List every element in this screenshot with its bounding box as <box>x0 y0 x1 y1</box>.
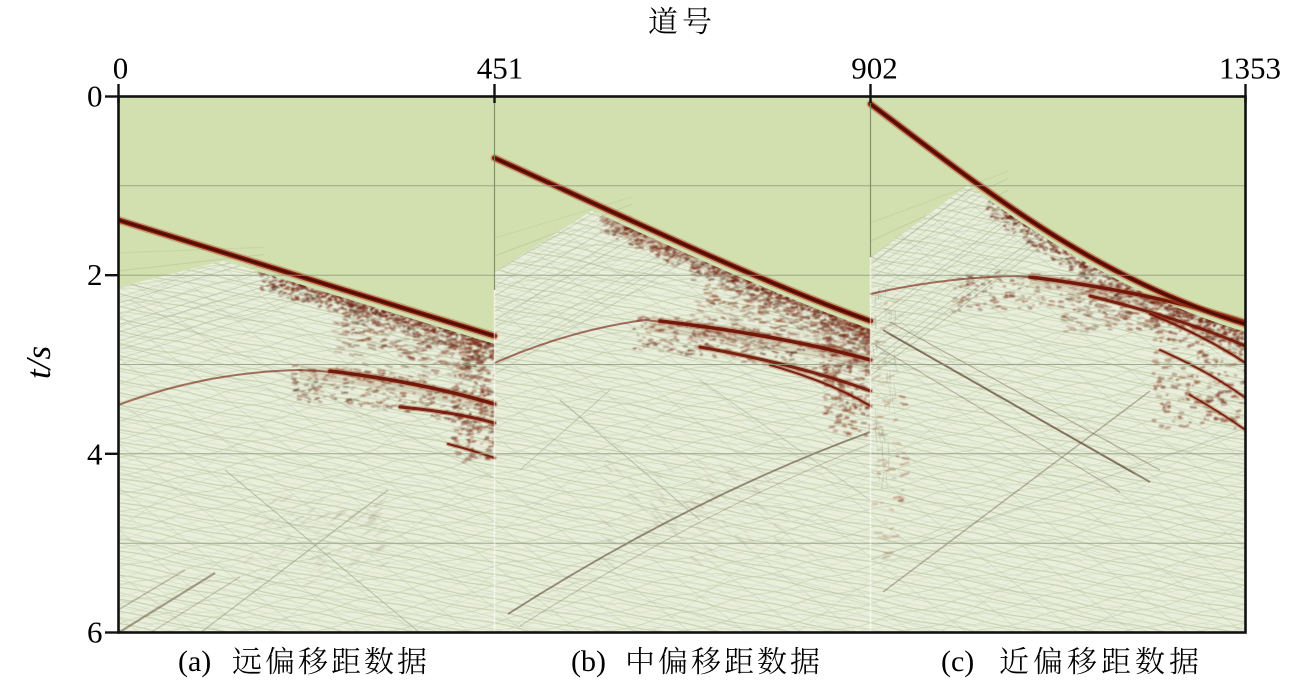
svg-text:(a): (a) <box>178 645 211 678</box>
svg-text:(c): (c) <box>941 645 974 678</box>
svg-text:1353: 1353 <box>1219 51 1281 86</box>
svg-text:451: 451 <box>477 51 524 86</box>
svg-text:902: 902 <box>851 51 898 86</box>
svg-text:(b): (b) <box>571 645 606 678</box>
svg-text:6: 6 <box>87 615 103 650</box>
svg-text:0: 0 <box>113 51 129 86</box>
svg-text:t/s: t/s <box>19 346 58 379</box>
svg-text:4: 4 <box>87 437 103 472</box>
svg-text:0: 0 <box>87 79 103 114</box>
svg-text:2: 2 <box>87 257 103 292</box>
